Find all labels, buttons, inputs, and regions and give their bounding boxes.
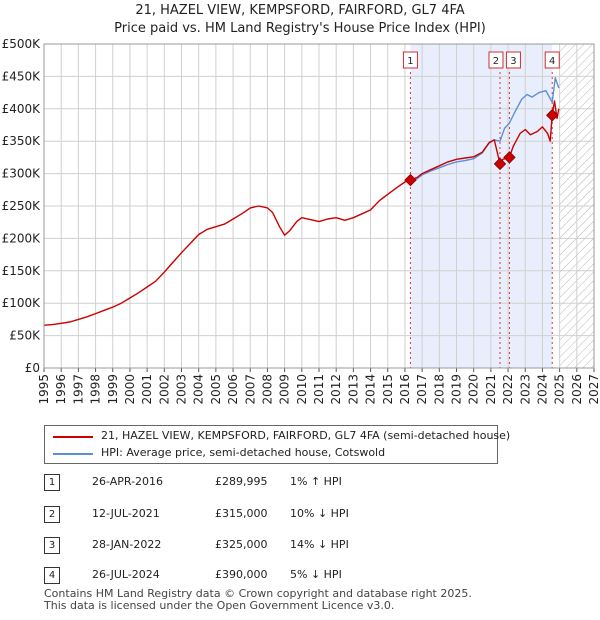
transaction-hpi-diff: 14% ↓ HPI [290,538,349,551]
plot-frame [43,43,595,369]
transaction-row: 2 12-JUL-2021 £315,000 10% ↓ HPI [44,506,444,524]
x-tick-label: 2003 [175,374,189,405]
x-tick-label: 2005 [209,374,223,405]
y-tick-label: £100K [2,296,42,310]
footer-copyright: Contains HM Land Registry data © Crown c… [44,587,472,600]
x-tick-label: 2018 [432,374,446,405]
x-tick-label: 1997 [71,374,85,405]
transaction-hpi-diff: 1% ↑ HPI [290,475,342,488]
sale-1-label-box [402,51,418,69]
x-tick-label: 2004 [192,374,206,405]
y-tick-label: £350K [2,134,42,148]
y-tick-label: £0 [25,361,40,375]
x-tick-label: 1995 [37,374,51,405]
sale-3-marker [503,151,516,164]
x-tick-label: 2010 [295,374,309,405]
y-tick-label: £500K [2,38,42,51]
x-tick-label: 2022 [501,374,515,405]
x-tick-label: 1996 [54,374,68,405]
transaction-price: £390,000 [215,568,268,581]
x-tick-label: 2024 [535,374,549,405]
x-tick-label: 2011 [312,374,326,405]
chart-legend: 21, HAZEL VIEW, KEMPSFORD, FAIRFORD, GL7… [44,425,510,464]
title-address: 21, HAZEL VIEW, KEMPSFORD, FAIRFORD, GL7… [135,3,465,18]
transaction-number: 1 [44,474,60,491]
x-tick-label: 2025 [553,374,567,405]
legend-label-property: 21, HAZEL VIEW, KEMPSFORD, FAIRFORD, GL7… [101,429,511,442]
y-tick-label: £50K [9,329,41,343]
transaction-number: 2 [44,506,60,523]
x-tick-label: 1998 [89,374,103,405]
footer-licence: This data is licensed under the Open Gov… [44,599,395,612]
sale-3-label-box [505,51,521,69]
x-tick-label: 2015 [381,374,395,405]
x-tick-label: 2020 [467,374,481,405]
transaction-price: £325,000 [215,538,268,551]
y-tick-label: £200K [2,231,42,245]
transaction-number: 3 [44,537,60,554]
transaction-price: £289,995 [215,475,268,488]
transaction-date: 26-JUL-2024 [92,568,160,581]
y-tick-label: £450K [2,69,42,83]
transaction-date: 12-JUL-2021 [92,507,160,520]
transaction-price: £315,000 [215,507,268,520]
sale-2-label-box [488,51,504,69]
sale-4-label-box [544,51,560,69]
transaction-row: 1 26-APR-2016 £289,995 1% ↑ HPI [44,474,444,492]
x-tick-label: 2014 [364,374,378,405]
x-tick-label: 2023 [518,374,532,405]
y-tick-label: £400K [2,102,42,116]
transaction-number: 4 [44,567,60,584]
y-tick-label: £150K [2,264,42,278]
title-subtitle: Price paid vs. HM Land Registry's House … [114,21,486,36]
transaction-date: 28-JAN-2022 [92,538,162,551]
sale-4-marker [546,109,559,122]
sale-1-marker [404,173,417,187]
chart-title: 21, HAZEL VIEW, KEMPSFORD, FAIRFORD, GL7… [0,2,600,38]
x-tick-label: 2009 [278,374,292,405]
transaction-date: 26-APR-2016 [92,475,164,488]
transaction-row: 4 26-JUL-2024 £390,000 5% ↓ HPI [44,567,444,585]
sale-2-marker [493,157,507,171]
y-tick-label: £300K [2,167,42,181]
x-tick-label: 2002 [157,374,171,405]
x-tick-label: 2007 [243,374,257,405]
sale-4-label: 4 [549,56,555,67]
x-tick-label: 2027 [587,374,600,405]
x-tick-label: 2013 [346,374,360,405]
sale-1-label: 1 [407,56,413,67]
transaction-hpi-diff: 10% ↓ HPI [290,507,349,520]
legend-item-property: 21, HAZEL VIEW, KEMPSFORD, FAIRFORD, GL7… [45,428,510,444]
legend-item-hpi: HPI: Average price, semi-detached house,… [45,445,497,461]
x-tick-label: 2017 [415,374,429,405]
transaction-row: 3 28-JAN-2022 £325,000 14% ↓ HPI [44,537,444,555]
legend-swatch-property [53,436,93,438]
legend-label-hpi: HPI: Average price, semi-detached house,… [101,446,386,459]
sale-2-label: 2 [493,56,499,67]
x-tick-label: 1999 [106,374,120,405]
x-tick-label: 2021 [484,374,498,405]
x-tick-label: 2001 [140,374,154,405]
transaction-hpi-diff: 5% ↓ HPI [290,568,342,581]
y-tick-label: £250K [2,199,42,213]
x-tick-label: 2008 [260,374,274,405]
footer-attribution: Contains HM Land Registry data © Crown c… [44,588,472,612]
x-tick-label: 2000 [123,374,137,405]
hpi-line [410,77,560,183]
x-tick-label: 2019 [450,374,464,405]
sale-3-label: 3 [510,56,516,67]
x-tick-label: 2016 [398,374,412,405]
x-tick-label: 2026 [570,374,584,405]
x-tick-label: 2012 [329,374,343,405]
legend-swatch-hpi [53,453,93,455]
x-tick-label: 2006 [226,374,240,405]
